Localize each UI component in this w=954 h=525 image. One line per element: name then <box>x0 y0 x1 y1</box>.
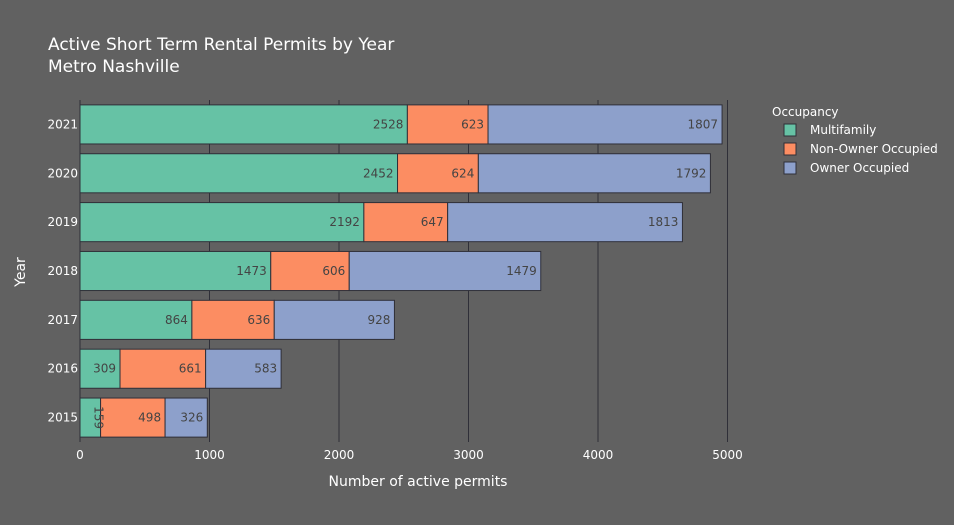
y-tick-label-2019: 2019 <box>47 215 78 229</box>
bar-2017-multifamily <box>79 299 193 340</box>
x-axis-title: Number of active permits <box>329 474 508 490</box>
bar-2017-owner-occupied <box>273 299 395 340</box>
chart-title: Active Short Term Rental Permits by Year <box>48 35 394 55</box>
bar-2018-multifamily <box>79 250 272 292</box>
bars <box>79 104 723 438</box>
legend-swatch-multifamily[interactable] <box>783 123 797 137</box>
legend-swatch-non-owner-occupied[interactable] <box>783 142 797 156</box>
bar-2016-multifamily <box>79 348 121 389</box>
bar-2015-owner-occupied <box>164 397 208 438</box>
x-tick-label-3000: 3000 <box>453 448 484 462</box>
chart-subtitle: Metro Nashville <box>48 57 180 77</box>
bar-label-2021-multifamily: 2528 <box>373 117 404 131</box>
bar-2021-non-owner-occupied <box>406 104 489 145</box>
bar-2019-owner-occupied <box>447 202 683 243</box>
y-axis-ticks: 2015 2016 2017 2018 2019 2020 2021 <box>47 117 78 424</box>
bar-label-2016-owner-occupied: 583 <box>254 362 277 376</box>
bar-label-2019-multifamily: 2192 <box>329 215 360 229</box>
x-tick-label-1000: 1000 <box>194 448 225 462</box>
bar-2019-non-owner-occupied <box>363 202 449 243</box>
bar-2020-owner-occupied <box>477 153 711 194</box>
bar-label-2021-non-owner-occupied: 623 <box>461 117 484 131</box>
legend-label-owner-occupied[interactable]: Owner Occupied <box>810 161 909 175</box>
legend-label-non-owner-occupied[interactable]: Non-Owner Occupied <box>810 142 938 156</box>
bar-label-2019-non-owner-occupied: 647 <box>421 215 444 229</box>
y-tick-label-2016: 2016 <box>47 362 78 376</box>
legend-title: Occupancy <box>772 105 839 119</box>
bar-2016-non-owner-occupied <box>119 348 207 389</box>
bar-2021-owner-occupied <box>487 104 723 145</box>
bar-label-2017-non-owner-occupied: 636 <box>247 313 270 327</box>
bar-label-2017-multifamily: 864 <box>165 313 188 327</box>
y-tick-label-2015: 2015 <box>47 411 78 425</box>
x-tick-label-4000: 4000 <box>583 448 614 462</box>
y-tick-label-2017: 2017 <box>47 313 78 327</box>
bar-2018-non-owner-occupied <box>270 250 350 292</box>
x-tick-label-0: 0 <box>76 448 84 462</box>
bar-2018-owner-occupied <box>348 250 542 292</box>
y-axis-title: Year <box>13 257 29 288</box>
bar-label-2015-owner-occupied: 326 <box>180 411 203 425</box>
bar-label-2016-multifamily: 309 <box>93 362 116 376</box>
bar-label-2021-owner-occupied: 1807 <box>688 117 719 131</box>
legend-label-multifamily[interactable]: Multifamily <box>810 123 876 137</box>
bar-label-2016-non-owner-occupied: 661 <box>179 362 202 376</box>
x-tick-label-2000: 2000 <box>324 448 355 462</box>
x-tick-label-5000: 5000 <box>712 448 743 462</box>
bar-2021-multifamily <box>79 104 408 145</box>
y-tick-label-2020: 2020 <box>47 166 78 180</box>
bar-label-2019-owner-occupied: 1813 <box>648 215 679 229</box>
bar-2020-non-owner-occupied <box>397 153 479 194</box>
y-tick-label-2021: 2021 <box>47 117 78 131</box>
bar-label-2018-multifamily: 1473 <box>236 264 267 278</box>
bar-label-2020-owner-occupied: 1792 <box>676 166 707 180</box>
bar-2020-multifamily <box>79 153 399 194</box>
bar-label-2015-multifamily: 159 <box>91 406 105 429</box>
bar-label-2020-multifamily: 2452 <box>363 166 394 180</box>
bar-2017-non-owner-occupied <box>191 299 275 340</box>
bar-labels: 159 498 326 309 661 583 864 636 928 1473 606 1479 21… <box>91 117 718 429</box>
legend-swatch-owner-occupied[interactable] <box>783 161 797 175</box>
y-tick-label-2018: 2018 <box>47 264 78 278</box>
bar-2016-owner-occupied <box>205 348 282 389</box>
bar-label-2018-owner-occupied: 1479 <box>506 264 537 278</box>
x-axis-ticks: 0 1000 2000 3000 4000 5000 <box>76 448 743 462</box>
bar-label-2015-non-owner-occupied: 498 <box>138 411 161 425</box>
bar-label-2017-owner-occupied: 928 <box>368 313 391 327</box>
bar-label-2020-non-owner-occupied: 624 <box>451 166 474 180</box>
bar-2019-multifamily <box>79 202 365 243</box>
legend: Occupancy Multifamily Non-Owner Occupied O… <box>772 105 938 175</box>
bar-label-2018-non-owner-occupied: 606 <box>322 264 345 278</box>
